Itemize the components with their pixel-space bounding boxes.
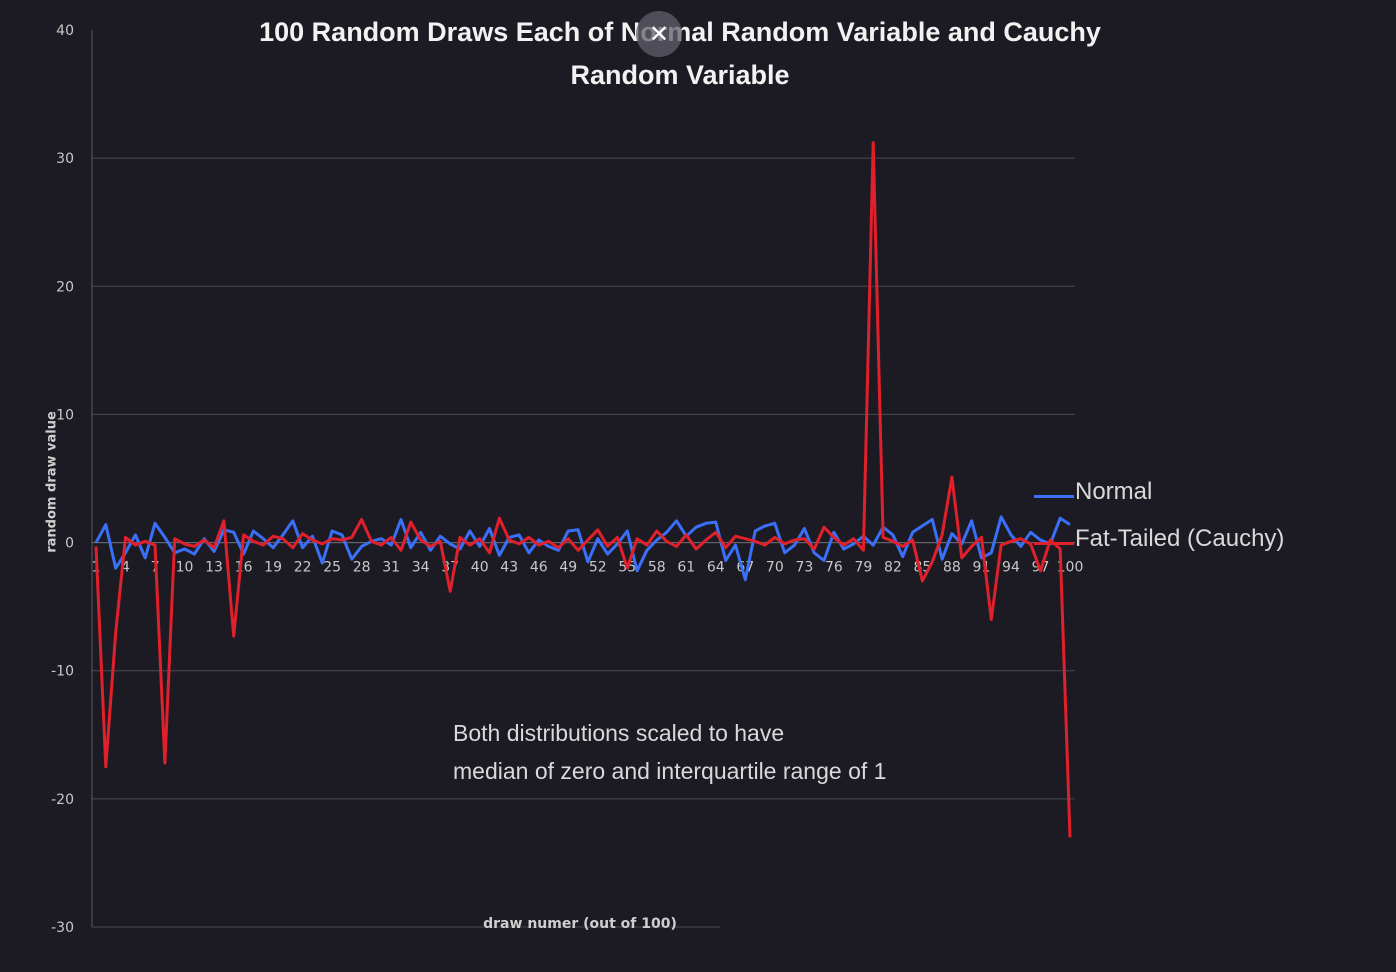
x-tick-label: 46 xyxy=(530,560,548,576)
chart-title-line-2: Random Variable xyxy=(570,60,790,90)
x-tick-label: 91 xyxy=(973,560,991,576)
y-tick-label: 20 xyxy=(56,279,74,295)
x-tick-label: 43 xyxy=(500,560,518,576)
x-tick-label: 31 xyxy=(382,560,400,576)
x-tick-label: 16 xyxy=(235,560,253,576)
y-tick-label: 30 xyxy=(56,151,74,167)
x-tick-label: 22 xyxy=(294,560,312,576)
x-tick-label: 4 xyxy=(121,560,130,576)
x-tick-label: 88 xyxy=(943,560,961,576)
x-tick-label: 94 xyxy=(1002,560,1020,576)
y-tick-label: 40 xyxy=(56,23,74,39)
x-tick-label: 28 xyxy=(353,560,371,576)
annotation-line-2: median of zero and interquartile range o… xyxy=(453,758,887,784)
x-tick-label: 79 xyxy=(854,560,872,576)
x-tick-label: 13 xyxy=(205,560,223,576)
x-tick-label: 34 xyxy=(412,560,430,576)
x-tick-label: 70 xyxy=(766,560,784,576)
x-axis-title: draw numer (out of 100) xyxy=(483,916,677,932)
x-tick-label: 25 xyxy=(323,560,341,576)
legend-swatch-normal xyxy=(1034,495,1074,498)
x-tick-label: 61 xyxy=(677,560,695,576)
y-tick-label: -20 xyxy=(51,792,74,808)
annotation: Both distributions scaled to have median… xyxy=(453,714,886,790)
x-tick-label: 76 xyxy=(825,560,843,576)
x-tick-label: 49 xyxy=(559,560,577,576)
annotation-line-1: Both distributions scaled to have xyxy=(453,720,785,746)
y-tick-label: 0 xyxy=(65,536,74,552)
x-tick-label: 19 xyxy=(264,560,282,576)
y-tick-label: -30 xyxy=(51,920,74,936)
y-tick-label: -10 xyxy=(51,664,74,680)
x-tick-label: 100 xyxy=(1057,560,1084,576)
x-tick-label: 82 xyxy=(884,560,902,576)
x-tick-label: 52 xyxy=(589,560,607,576)
y-axis-title: random draw value xyxy=(44,411,60,553)
close-icon: ✕ xyxy=(648,20,670,48)
x-tick-label: 58 xyxy=(648,560,666,576)
x-tick-label: 73 xyxy=(795,560,813,576)
series-line-cauchy xyxy=(94,141,1072,838)
x-tick-label: 10 xyxy=(176,560,194,576)
close-button[interactable]: ✕ xyxy=(636,11,682,57)
x-tick-label: 40 xyxy=(471,560,489,576)
legend-label-normal: Normal xyxy=(1075,478,1153,505)
legend-swatch-cauchy xyxy=(1034,542,1074,545)
y-tick-label: 10 xyxy=(56,407,74,423)
legend-label-cauchy: Fat-Tailed (Cauchy) xyxy=(1075,525,1285,552)
x-tick-label: 64 xyxy=(707,560,725,576)
